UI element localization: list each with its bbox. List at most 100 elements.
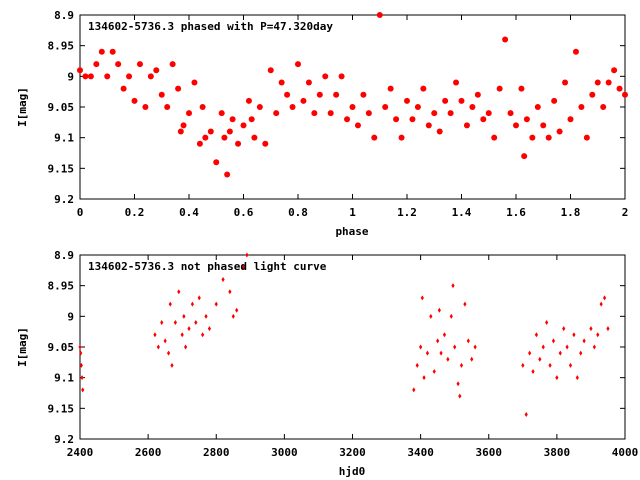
- data-point: [245, 252, 249, 258]
- data-point: [491, 134, 498, 141]
- phased-xtick-label: 0.4: [179, 206, 199, 219]
- phased-plot: 0 0.2 0.4 0.6 0.8 1 1.2 1.4 1.6 1.8 2 8.9 8.95 9 9.05 9…: [16, 9, 628, 238]
- data-point: [480, 116, 487, 123]
- data-point: [446, 356, 450, 362]
- data-point: [578, 104, 585, 110]
- phased-ytick-label: 9.1: [54, 132, 74, 145]
- data-point: [555, 375, 559, 381]
- data-point: [241, 264, 246, 270]
- data-point: [156, 344, 160, 350]
- unphased-plot-xlabel: hjd0: [339, 465, 366, 478]
- data-point: [354, 122, 361, 129]
- data-point: [245, 97, 252, 104]
- data-point: [415, 362, 419, 368]
- data-point: [197, 295, 201, 301]
- data-point: [248, 116, 255, 123]
- data-point: [534, 332, 539, 338]
- phased-plot-title: 134602-5736.3 phased with P=47.320day: [88, 20, 333, 33]
- unphased-plot-ylabel: I[mag]: [16, 327, 29, 367]
- data-point: [459, 362, 464, 368]
- data-point: [183, 344, 188, 350]
- data-point: [82, 73, 89, 80]
- data-point: [311, 110, 318, 117]
- phased-plot-ticks: 0 0.2 0.4 0.6 0.8 1 1.2 1.4 1.6 1.8 2 8.9 8.95 9 9.05 9…: [48, 9, 629, 219]
- data-point: [599, 301, 603, 307]
- data-point: [596, 332, 600, 338]
- data-point: [173, 319, 177, 325]
- data-point: [568, 362, 573, 368]
- unphased-plot: 2400 2600 2800 3000 3200 3400 3600 3800 4000 8.9 8…: [16, 249, 638, 478]
- data-point: [382, 104, 389, 110]
- data-point: [611, 67, 618, 74]
- data-point: [199, 104, 206, 110]
- data-point: [442, 332, 447, 338]
- data-point: [168, 301, 172, 307]
- phased-xtick-label: 1.8: [561, 206, 581, 219]
- data-point: [182, 313, 186, 319]
- data-point: [376, 12, 383, 18]
- data-point: [466, 338, 470, 344]
- data-point: [437, 307, 441, 313]
- data-point: [551, 338, 556, 344]
- data-point: [513, 122, 519, 129]
- data-point: [240, 122, 247, 129]
- data-point: [207, 326, 212, 332]
- unphased-ytick-label: 9.2: [54, 433, 74, 446]
- data-point: [393, 116, 400, 123]
- data-point: [425, 350, 430, 356]
- data-point: [429, 313, 433, 319]
- data-point: [432, 369, 436, 375]
- data-point: [136, 61, 143, 68]
- data-point: [470, 356, 474, 362]
- data-point: [523, 116, 530, 123]
- data-point: [567, 116, 574, 123]
- data-point: [131, 97, 138, 104]
- unphased-xtick-label: 4000: [612, 446, 639, 459]
- data-point: [545, 134, 552, 141]
- unphased-ytick-label: 9.15: [48, 402, 75, 415]
- data-point: [251, 134, 258, 141]
- data-point: [507, 110, 514, 117]
- data-point: [221, 277, 225, 283]
- data-point: [442, 97, 449, 104]
- data-point: [425, 122, 432, 129]
- data-point: [558, 350, 562, 356]
- data-point: [469, 104, 476, 110]
- data-point: [177, 128, 184, 135]
- data-point: [605, 79, 612, 86]
- data-point: [273, 110, 280, 117]
- unphased-ytick-label: 9.05: [48, 341, 75, 354]
- phased-ytick-label: 9.2: [54, 193, 74, 206]
- data-point: [365, 110, 372, 117]
- data-point: [104, 73, 111, 80]
- data-point: [235, 140, 242, 147]
- data-point: [142, 104, 149, 110]
- data-point: [77, 67, 83, 74]
- unphased-ytick-label: 8.9: [54, 249, 74, 262]
- unphased-xtick-label: 3200: [339, 446, 366, 459]
- data-point: [221, 134, 228, 141]
- data-point: [175, 85, 182, 92]
- phased-plot-points: [77, 12, 628, 178]
- data-point: [436, 128, 443, 135]
- data-point: [453, 344, 457, 350]
- phased-xtick-label: 1: [349, 206, 356, 219]
- data-point: [186, 110, 192, 117]
- data-point: [284, 91, 291, 98]
- unphased-xtick-label: 2600: [135, 446, 162, 459]
- data-point: [190, 301, 195, 307]
- data-point: [163, 338, 167, 344]
- data-point: [166, 350, 171, 356]
- data-point: [502, 36, 509, 43]
- data-point: [360, 91, 367, 98]
- data-point: [267, 67, 274, 74]
- data-point: [420, 295, 424, 301]
- data-point: [538, 356, 542, 362]
- data-point: [180, 332, 184, 338]
- data-point: [289, 104, 296, 110]
- data-point: [422, 375, 426, 381]
- unphased-ytick-label: 9: [67, 310, 74, 323]
- data-point: [262, 140, 269, 147]
- data-point: [371, 134, 378, 141]
- data-point: [164, 104, 171, 110]
